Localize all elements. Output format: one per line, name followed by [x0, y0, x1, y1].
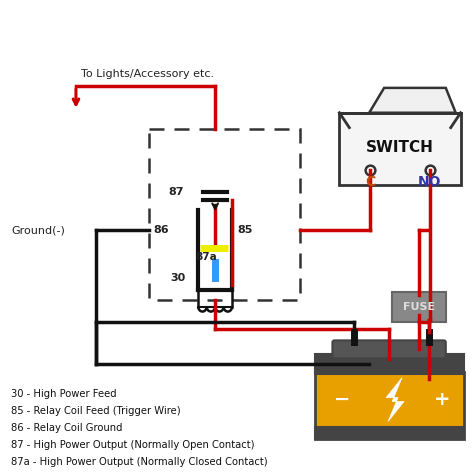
Text: NO: NO: [418, 175, 442, 189]
Bar: [339, 113, 461, 185]
Text: SWITCH: SWITCH: [366, 140, 434, 155]
Polygon shape: [369, 88, 456, 113]
Text: 85 - Relay Coil Feed (Trigger Wire): 85 - Relay Coil Feed (Trigger Wire): [11, 406, 181, 416]
Text: 85: 85: [237, 225, 252, 235]
Text: 86: 86: [154, 225, 169, 235]
Bar: [148, 128, 300, 300]
Bar: [315, 372, 464, 439]
Text: 87 - High Power Output (Normally Open Contact): 87 - High Power Output (Normally Open Co…: [11, 440, 255, 450]
Text: 87: 87: [168, 187, 184, 197]
Text: 30 - High Power Feed: 30 - High Power Feed: [11, 389, 117, 399]
Bar: [315, 354, 464, 374]
Text: 86 - Relay Coil Ground: 86 - Relay Coil Ground: [11, 423, 123, 433]
Text: 87a - High Power Output (Normally Closed Contact): 87a - High Power Output (Normally Closed…: [11, 457, 268, 467]
Text: C: C: [365, 175, 375, 189]
Text: +: +: [434, 390, 450, 409]
Text: Ground(-): Ground(-): [11, 225, 65, 235]
Bar: [315, 427, 464, 439]
Polygon shape: [386, 378, 404, 421]
Bar: [392, 292, 446, 321]
Text: −: −: [334, 390, 351, 409]
Text: FUSE: FUSE: [403, 301, 435, 311]
Text: 87a: 87a: [195, 252, 217, 262]
FancyBboxPatch shape: [332, 340, 446, 358]
Text: 30: 30: [170, 273, 186, 283]
Text: To Lights/Accessory etc.: To Lights/Accessory etc.: [81, 69, 214, 79]
